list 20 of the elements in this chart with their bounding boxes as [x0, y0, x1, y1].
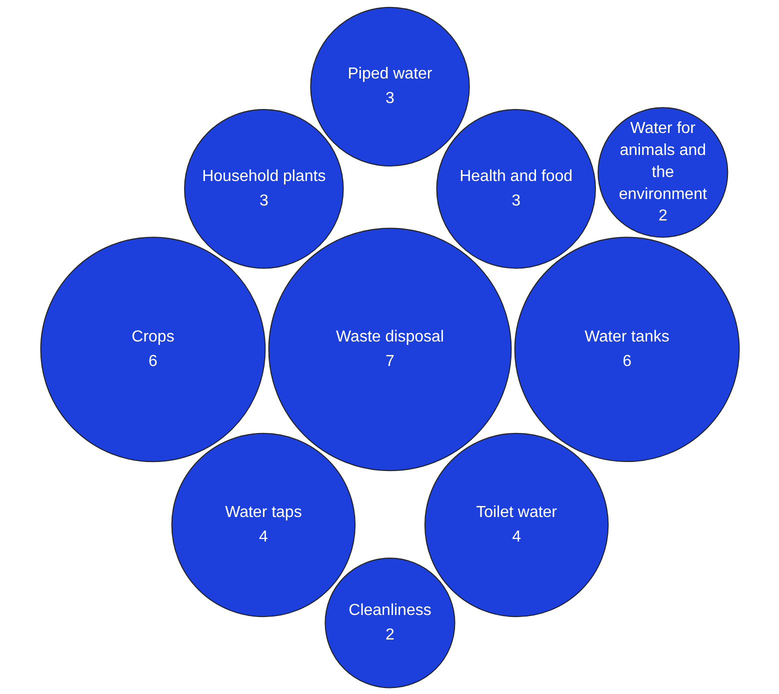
- category-label: Household plants: [202, 168, 326, 185]
- data-label: 3: [259, 192, 268, 210]
- category-label: Cleanliness: [348, 602, 432, 619]
- data-label: 7: [386, 352, 395, 370]
- category-label: Toilet water: [476, 504, 558, 521]
- category-label: Health and food: [460, 168, 573, 185]
- data-label: 3: [386, 90, 395, 108]
- category-label: Water for animals and the environment: [618, 120, 708, 204]
- data-label: 3: [512, 192, 521, 210]
- data-label: 2: [386, 626, 395, 644]
- category-label: Water taps: [225, 504, 302, 521]
- category-label: Crops: [132, 328, 174, 346]
- data-label: 6: [148, 352, 158, 370]
- data-label: 6: [622, 352, 632, 370]
- data-label: 2: [658, 207, 668, 224]
- category-label: Piped water: [348, 66, 433, 83]
- category-label: Water tanks: [584, 328, 670, 346]
- category-label: Waste disposal: [336, 328, 444, 346]
- data-label: 4: [512, 528, 522, 546]
- data-label: 4: [259, 528, 268, 546]
